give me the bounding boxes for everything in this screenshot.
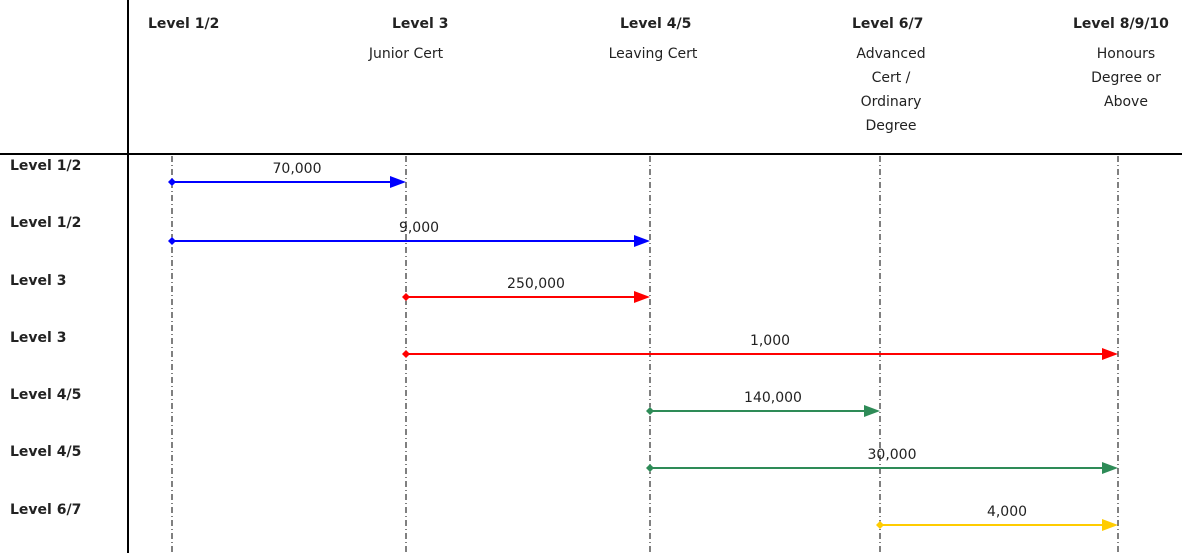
column-subtitle-4: Honours Degree or Above: [1091, 46, 1161, 110]
flow-arrow-1: 9,000: [168, 220, 650, 247]
flow-value-label: 140,000: [744, 390, 802, 406]
flow-arrowhead: [1102, 348, 1118, 360]
flow-arrowhead: [864, 405, 880, 417]
flow-value-label: 4,000: [987, 504, 1027, 520]
flow-arrow-2: 250,000: [402, 276, 650, 303]
flow-start-marker: [168, 178, 176, 186]
column-header-2: Level 4/5: [620, 16, 692, 32]
flow-arrowhead: [1102, 462, 1118, 474]
flow-value-label: 30,000: [868, 447, 917, 463]
flow-value-label: 250,000: [507, 276, 565, 292]
flow-value-label: 70,000: [273, 161, 322, 177]
column-header-4: Level 8/9/10: [1073, 16, 1169, 32]
row-label-3: Level 3: [10, 330, 67, 346]
flow-start-marker: [876, 521, 884, 529]
flow-value-label: 1,000: [750, 333, 790, 349]
flow-arrowhead: [1102, 519, 1118, 531]
column-header-1: Level 3: [392, 16, 449, 32]
flow-arrow-0: 70,000: [168, 161, 406, 188]
flow-arrow-6: 4,000: [876, 504, 1118, 531]
flow-arrows: 70,000 9,000 250,000 1,000 140,000 30,000 4,00…: [168, 161, 1118, 531]
column-subtitle-1: Junior Cert: [368, 46, 444, 62]
flow-start-marker: [646, 464, 654, 472]
row-label-4: Level 4/5: [10, 387, 82, 403]
row-label-6: Level 6/7: [10, 502, 82, 518]
flow-arrowhead: [634, 235, 650, 247]
row-label-0: Level 1/2: [10, 158, 82, 174]
flow-value-label: 9,000: [399, 220, 439, 236]
flow-arrow-4: 140,000: [646, 390, 880, 417]
flow-arrow-3: 1,000: [402, 333, 1118, 360]
flow-arrow-5: 30,000: [646, 447, 1118, 474]
flow-start-marker: [402, 293, 410, 301]
row-label-5: Level 4/5: [10, 444, 82, 460]
row-label-2: Level 3: [10, 273, 67, 289]
flow-start-marker: [646, 407, 654, 415]
column-subtitle-2: Leaving Cert: [608, 46, 698, 62]
column-header-0: Level 1/2: [148, 16, 220, 32]
column-subtitle-3: Advanced Cert / Ordinary Degree: [856, 46, 926, 134]
flow-start-marker: [168, 237, 176, 245]
flow-start-marker: [402, 350, 410, 358]
column-header-3: Level 6/7: [852, 16, 924, 32]
row-label-1: Level 1/2: [10, 215, 82, 231]
flow-arrowhead: [634, 291, 650, 303]
flow-arrowhead: [390, 176, 406, 188]
